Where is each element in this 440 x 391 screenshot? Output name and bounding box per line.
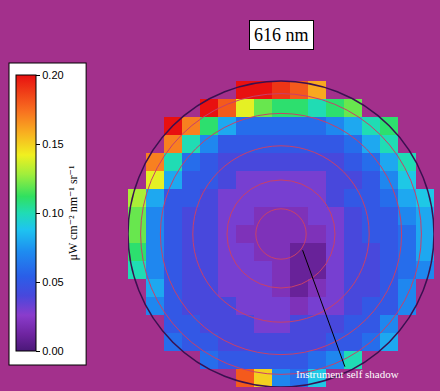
svg-text:0.15: 0.15 xyxy=(42,138,63,150)
svg-text:0.05: 0.05 xyxy=(42,276,63,288)
svg-text:616 nm: 616 nm xyxy=(254,25,309,45)
svg-text:0.10: 0.10 xyxy=(42,207,63,219)
svg-text:μW cm⁻² nm⁻¹ sr⁻¹: μW cm⁻² nm⁻¹ sr⁻¹ xyxy=(66,165,80,260)
svg-text:0.00: 0.00 xyxy=(42,345,63,357)
svg-text:Instrument self shadow: Instrument self shadow xyxy=(296,368,399,380)
svg-text:0.20: 0.20 xyxy=(42,69,63,81)
